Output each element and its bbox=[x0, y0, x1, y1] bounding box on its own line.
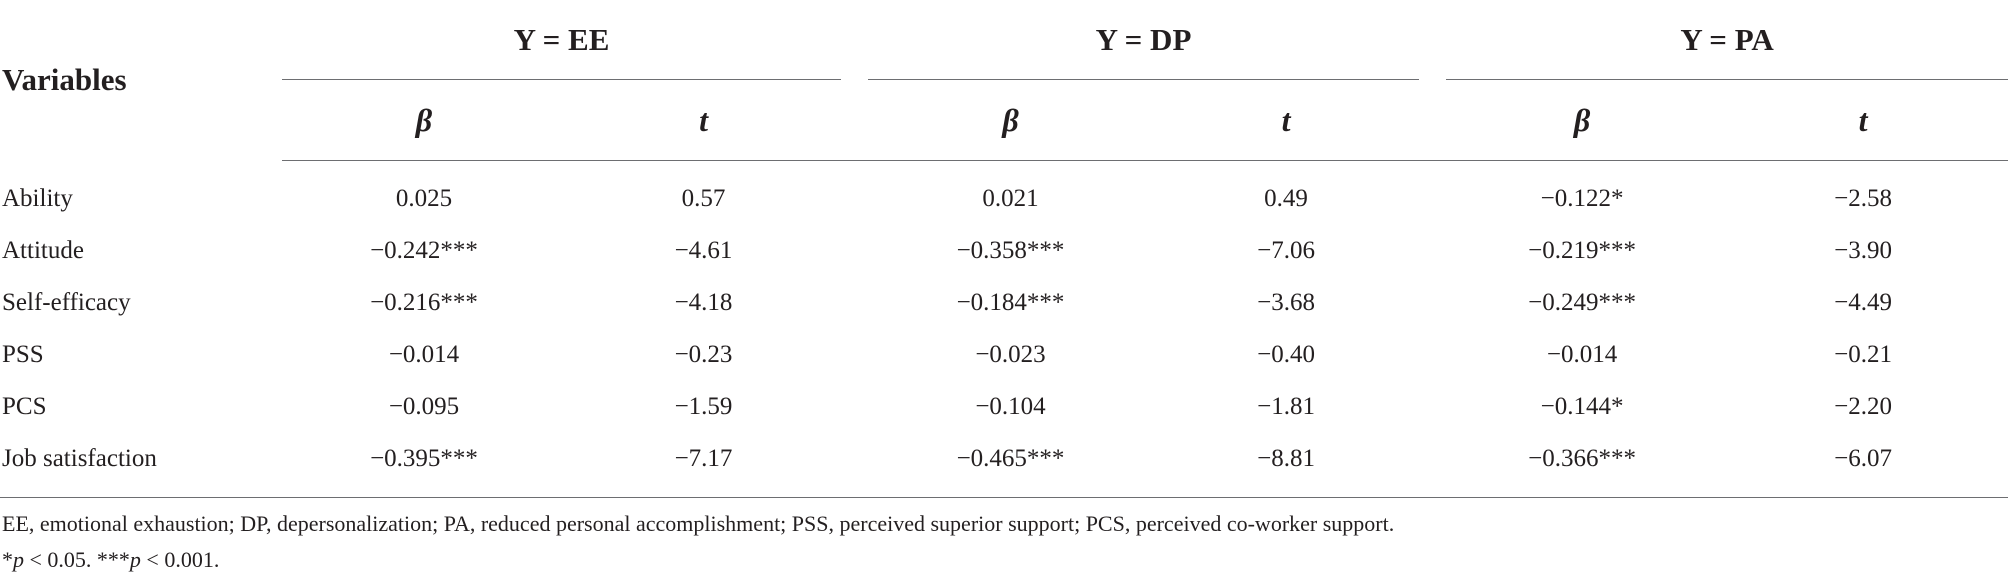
cell-value: −0.40 bbox=[1257, 341, 1315, 368]
cell-value: 0.025 bbox=[395, 185, 453, 212]
table-row: Self-efficacy −0.216*** −4.18 −0.184*** … bbox=[0, 277, 2008, 329]
cell-value: −0.366*** bbox=[1528, 445, 1636, 472]
cell-value: −0.184*** bbox=[956, 289, 1065, 316]
cell-value: 0.57 bbox=[681, 185, 726, 212]
cell-value: −0.219*** bbox=[1528, 237, 1636, 264]
subheader-t: t bbox=[1718, 80, 2008, 161]
regression-table: Variables Y = EE Y = DP Y = PA β t β t β… bbox=[0, 0, 2008, 498]
cell-value: −2.58 bbox=[1834, 185, 1892, 212]
cell-value: −0.122* bbox=[1540, 185, 1624, 212]
group-header-dp: Y = DP bbox=[868, 0, 1420, 80]
table-row: Attitude −0.242*** −4.61 −0.358*** −7.06… bbox=[0, 225, 2008, 277]
abbreviation-note: EE, emotional exhaustion; DP, depersonal… bbox=[2, 511, 1395, 536]
row-label: Self-efficacy bbox=[2, 289, 131, 316]
cell-value: −0.144* bbox=[1540, 393, 1624, 420]
subheader-beta: β bbox=[1446, 80, 1719, 161]
table-row: Job satisfaction −0.395*** −7.17 −0.465*… bbox=[0, 433, 2008, 485]
row-label: Job satisfaction bbox=[2, 445, 157, 472]
row-label: PCS bbox=[2, 393, 47, 420]
table-row: PCS −0.095 −1.59 −0.104 −1.81 −0.144* −2… bbox=[0, 381, 2008, 433]
group-header-ee: Y = EE bbox=[282, 0, 842, 80]
cell-value: −3.90 bbox=[1834, 237, 1892, 264]
cell-value: −0.014 bbox=[388, 341, 460, 368]
cell-value: −0.395*** bbox=[370, 445, 478, 472]
cell-value: −0.358*** bbox=[956, 237, 1065, 264]
table-row: PSS −0.014 −0.23 −0.023 −0.40 −0.014 −0.… bbox=[0, 329, 2008, 381]
cell-value: −4.61 bbox=[674, 237, 733, 264]
row-label: PSS bbox=[2, 341, 44, 368]
cell-value: −0.023 bbox=[975, 341, 1046, 368]
subheader-beta: β bbox=[282, 80, 566, 161]
cell-value: −0.249*** bbox=[1528, 289, 1636, 316]
cell-value: −0.014 bbox=[1546, 341, 1618, 368]
cell-value: −0.216*** bbox=[370, 289, 478, 316]
cell-value: −0.104 bbox=[975, 393, 1046, 420]
row-label: Ability bbox=[2, 184, 73, 212]
table-row: Ability 0.025 0.57 0.021 0.49 −0.122* −2… bbox=[0, 161, 2008, 226]
cell-value: −0.095 bbox=[388, 393, 460, 420]
subheader-t: t bbox=[1153, 80, 1420, 161]
cell-value: −1.59 bbox=[674, 393, 733, 420]
group-header-row: Variables Y = EE Y = DP Y = PA bbox=[0, 0, 2008, 97]
subheader-row: β t β t β t bbox=[0, 80, 2008, 161]
subheader-beta: β bbox=[868, 80, 1154, 161]
cell-value: −2.20 bbox=[1834, 393, 1892, 420]
cell-value: −0.465*** bbox=[956, 445, 1065, 472]
cell-value: −4.18 bbox=[674, 289, 733, 316]
row-label: Attitude bbox=[2, 237, 84, 264]
cell-value: −6.07 bbox=[1834, 445, 1892, 472]
cell-value: −0.21 bbox=[1834, 341, 1892, 368]
cell-value: −4.49 bbox=[1834, 289, 1892, 316]
cell-value: −7.17 bbox=[674, 445, 733, 472]
cell-value: −3.68 bbox=[1257, 289, 1315, 316]
cell-value: −0.23 bbox=[674, 341, 733, 368]
significance-note: *p < 0.05. ***p < 0.001. bbox=[2, 547, 220, 572]
table-bottom-rule bbox=[0, 485, 2008, 498]
variables-header: Variables bbox=[2, 62, 127, 98]
group-header-pa: Y = PA bbox=[1446, 0, 2008, 80]
cell-value: −0.242*** bbox=[370, 237, 478, 264]
table-footnotes: EE, emotional exhaustion; DP, depersonal… bbox=[2, 506, 2002, 578]
results-table-container: Variables Y = EE Y = DP Y = PA β t β t β… bbox=[0, 0, 2008, 498]
cell-value: 0.49 bbox=[1264, 185, 1308, 212]
cell-value: −8.81 bbox=[1257, 445, 1315, 472]
cell-value: −7.06 bbox=[1257, 237, 1315, 264]
cell-value: −1.81 bbox=[1257, 393, 1315, 420]
cell-value: 0.021 bbox=[982, 185, 1039, 212]
subheader-t: t bbox=[566, 80, 842, 161]
